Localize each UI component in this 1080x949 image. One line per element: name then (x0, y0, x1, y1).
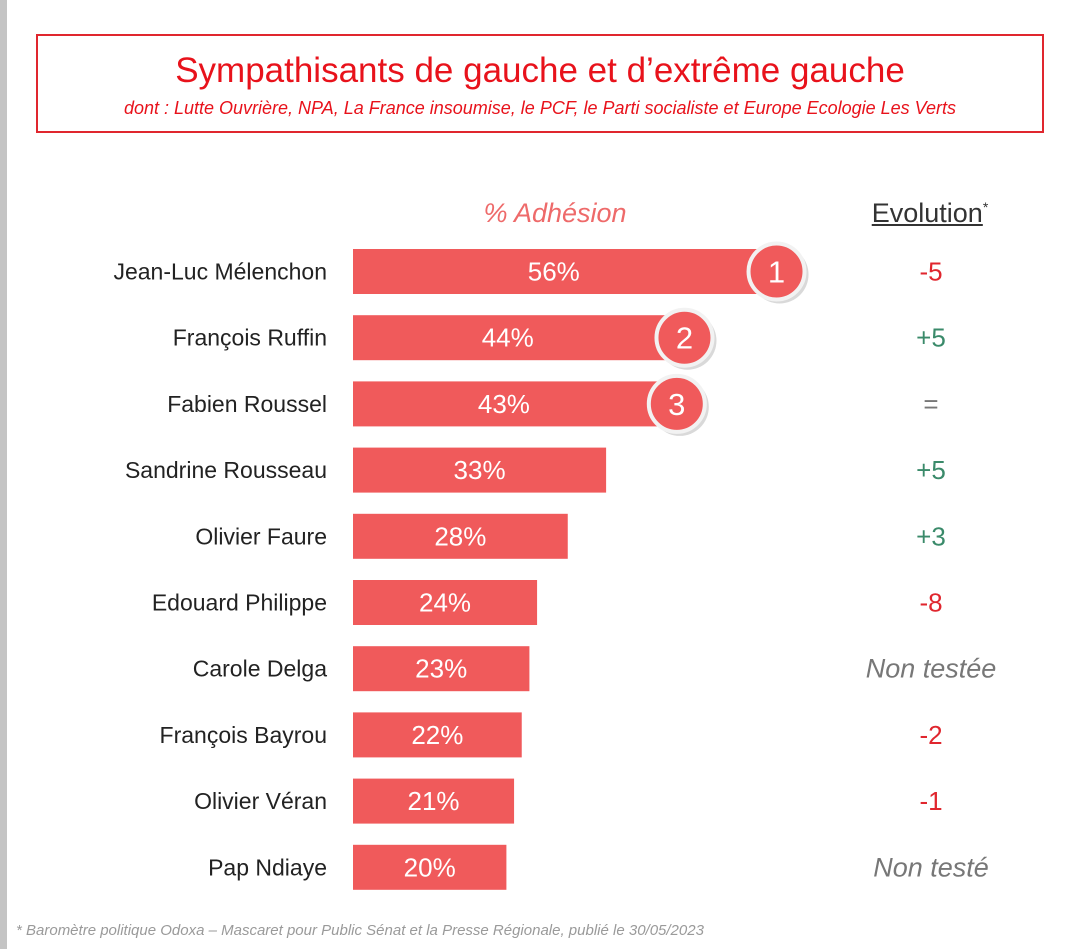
category-label: Olivier Faure (195, 523, 327, 549)
bar (353, 580, 538, 625)
evolution-header-label: Evolution (871, 198, 983, 228)
evolution-value: = (923, 389, 938, 419)
bar-value-label: 56% (528, 257, 580, 287)
category-label: Fabien Roussel (167, 391, 327, 417)
category-label: Carole Delga (193, 656, 327, 682)
category-label: Jean-Luc Mélenchon (113, 259, 327, 285)
rank-badge (654, 307, 715, 368)
chart-title: Sympathisants de gauche et d’extrême gau… (175, 51, 905, 90)
rank-number: 2 (676, 321, 693, 356)
rank-number: 1 (768, 255, 785, 290)
bar (353, 844, 507, 890)
bar-value-label: 22% (411, 720, 463, 750)
evolution-footnote-mark: * (982, 199, 989, 215)
evolution-value: +5 (916, 455, 946, 485)
evolution-value: +3 (916, 521, 946, 551)
rank-badge (746, 241, 807, 302)
category-label: Edouard Philippe (152, 590, 327, 616)
rank-badge (646, 373, 707, 434)
bar-value-label: 24% (419, 588, 471, 618)
bar-value-label: 23% (415, 654, 467, 684)
category-label: François Ruffin (173, 325, 327, 351)
bar (353, 513, 568, 559)
bar-value-label: 43% (478, 389, 530, 419)
bar-value-label: 20% (404, 852, 456, 882)
title-box: Sympathisants de gauche et d’extrême gau… (36, 34, 1044, 133)
bar (353, 315, 691, 361)
evolution-value: -5 (919, 257, 942, 287)
evolution-value: Non testé (873, 852, 989, 882)
bar-value-label: 44% (482, 323, 534, 353)
category-label: François Bayrou (160, 722, 327, 748)
bar (353, 712, 522, 758)
bar (353, 447, 607, 493)
chart-subtitle: dont : Lutte Ouvrière, NPA, La France in… (123, 98, 957, 118)
page-left-edge (0, 0, 7, 949)
bar-value-label: 21% (408, 786, 460, 816)
bar (353, 778, 515, 824)
rank-number: 3 (668, 387, 685, 422)
footnote: * Baromètre politique Odoxa – Mascaret p… (16, 922, 704, 939)
category-label: Pap Ndiaye (208, 854, 327, 880)
evolution-value: -2 (919, 720, 942, 750)
bar-value-label: 28% (434, 521, 486, 551)
bar (353, 249, 783, 294)
bar (353, 646, 530, 692)
evolution-column-header: Evolution* (840, 198, 1020, 229)
evolution-value: +5 (916, 323, 946, 353)
adhesion-column-header: % Adhésion (483, 198, 627, 228)
category-label: Olivier Véran (194, 788, 327, 814)
evolution-value: -8 (919, 588, 942, 618)
evolution-value: -1 (919, 786, 942, 816)
category-label: Sandrine Rousseau (125, 457, 327, 483)
bar-value-label: 33% (454, 455, 506, 485)
bar (353, 381, 683, 427)
evolution-value: Non testée (866, 654, 997, 684)
